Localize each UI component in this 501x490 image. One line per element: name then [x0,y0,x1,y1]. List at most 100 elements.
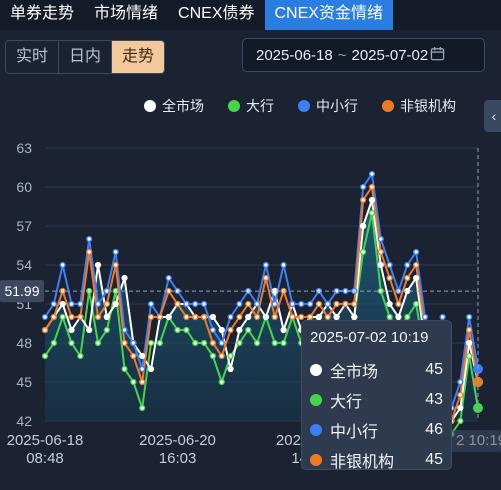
legend-item-big-banks[interactable]: 大行 [228,96,274,116]
data-point [112,248,119,256]
data-point [280,339,287,347]
date-end: 2025-07-02 [351,46,429,64]
data-point [404,274,411,282]
data-point [50,313,57,321]
data-point [457,378,464,386]
data-point [59,261,66,269]
data-point [324,300,331,308]
data-point [147,339,155,347]
data-point [360,196,367,204]
data-point [236,326,243,334]
legend-item-all-market[interactable]: 全市场 [144,96,204,116]
data-point [253,313,261,321]
data-point [307,300,314,308]
tooltip-dot [310,364,322,376]
data-point [315,300,323,308]
date-separator: ~ [337,46,347,64]
data-point [307,313,314,321]
tooltip-dot [310,424,322,436]
top-tab-bar: 单券走势 市场情绪 CNEX债券 CNEX资金情绪 [0,0,501,30]
data-point [121,274,128,282]
tab-cnex-funding-sentiment[interactable]: CNEX资金情绪 [264,0,393,30]
data-point [200,300,208,308]
legend-item-small-mid-banks[interactable]: 中小行 [298,96,358,116]
data-point [413,261,420,269]
tooltip-series-name: 全市场 [330,364,379,381]
mode-intraday-button[interactable]: 日内 [59,41,112,73]
tab-market-sentiment[interactable]: 市场情绪 [94,5,159,22]
data-point [209,339,216,347]
y-tick-label: 48 [16,335,32,351]
data-point [466,339,473,347]
mode-realtime-button[interactable]: 实时 [6,41,59,73]
tooltip-series-name: 非银机构 [330,454,395,471]
data-point [41,352,49,360]
data-point [466,352,473,360]
data-point [41,313,49,321]
data-point [360,183,367,191]
data-point [289,313,296,321]
data-point [253,300,261,308]
tab-bond-trend[interactable]: 单券走势 [10,5,75,22]
chevron-left-icon[interactable]: ‹ [484,100,501,132]
data-point [130,352,137,360]
data-point [395,313,402,321]
data-point [183,326,190,334]
data-point [262,274,270,282]
series-line [44,199,479,424]
data-point [192,300,199,308]
data-point [227,313,234,321]
data-point [209,313,216,321]
data-point [156,313,163,321]
data-point [351,300,358,308]
data-point [457,404,464,412]
data-point [245,313,252,321]
legend-item-non-bank[interactable]: 非银机构 [382,96,456,116]
data-point [130,339,137,347]
data-point [466,313,473,321]
legend-dot [298,100,310,112]
data-point [227,326,234,334]
tooltip-row: 大行 43 [310,385,443,415]
data-point [227,352,234,360]
data-point [218,339,225,347]
mode-trend-button[interactable]: 走势 [112,41,164,73]
series-line [44,184,479,422]
data-point [262,313,270,321]
data-point [360,248,367,256]
data-point [121,339,128,347]
legend-label: 非银机构 [400,98,456,114]
legend-dot [382,100,394,112]
date-range-picker[interactable]: 2025-06-18 ~ 2025-07-02 [242,38,485,72]
data-point [59,300,66,308]
tooltip-value: 45 [425,451,443,468]
data-point [68,326,75,334]
data-point [68,339,75,347]
data-point [368,170,376,178]
tab-cnex-bond[interactable]: CNEX债券 [178,5,255,22]
data-point [192,313,199,321]
tooltip-dot [310,394,322,406]
data-point [77,352,84,360]
tooltip-title: 2025-07-02 10:19 [310,329,429,346]
legend-label: 大行 [246,98,274,114]
data-point [360,222,367,230]
data-point [94,261,102,269]
data-point [413,248,420,256]
data-point [386,261,393,269]
data-point [50,339,57,347]
data-point [200,339,208,347]
data-point [139,352,146,360]
data-point [86,248,93,256]
data-point [139,365,146,373]
data-point [68,313,75,321]
data-point [280,261,287,269]
data-point [253,339,261,347]
date-start: 2025-06-18 [256,46,333,64]
data-point [50,300,57,308]
data-point [130,378,137,386]
data-point [121,326,128,334]
data-point [342,300,349,308]
data-point [271,339,278,347]
tooltip-series-name: 大行 [330,394,363,411]
